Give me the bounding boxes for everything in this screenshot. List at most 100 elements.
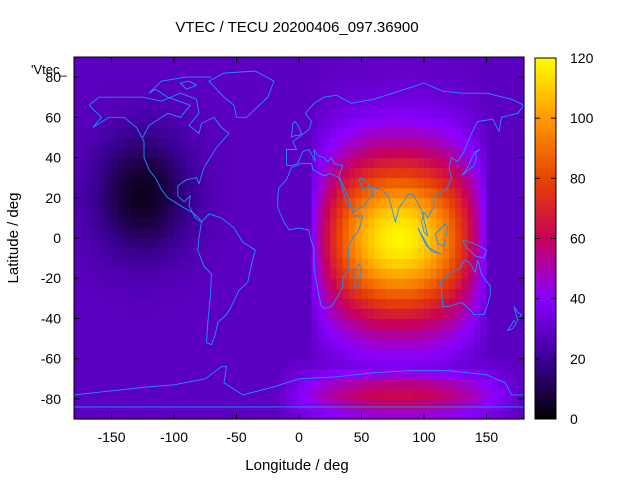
- heatmap-cell: [105, 157, 113, 169]
- heatmap-cell: [442, 258, 450, 269]
- heatmap-cell: [380, 368, 388, 380]
- heatmap-cell: [449, 57, 456, 68]
- heatmap-cell: [449, 268, 456, 279]
- heatmap-cell: [74, 67, 81, 78]
- heatmap-cell: [461, 217, 469, 229]
- heatmap-cell: [299, 97, 306, 108]
- heatmap-cell: [161, 298, 169, 309]
- heatmap-cell: [205, 87, 213, 98]
- heatmap-cell: [124, 308, 131, 320]
- heatmap-cell: [261, 97, 269, 108]
- heatmap-cell: [199, 348, 206, 360]
- heatmap-cell: [230, 298, 238, 309]
- heatmap-cell: [492, 338, 500, 350]
- heatmap-cell: [136, 117, 144, 128]
- heatmap-cell: [199, 238, 206, 249]
- heatmap-cell: [280, 288, 288, 299]
- heatmap-cell: [86, 187, 94, 199]
- heatmap-cell: [155, 217, 163, 229]
- heatmap-cell: [449, 137, 456, 149]
- heatmap-cell: [311, 368, 319, 380]
- heatmap-cell: [355, 268, 363, 279]
- heatmap-cell: [136, 67, 144, 78]
- heatmap-cell: [174, 268, 181, 279]
- heatmap-cell: [92, 167, 100, 179]
- heatmap-cell: [99, 328, 106, 340]
- heatmap-cell: [499, 97, 506, 108]
- heatmap-cell: [467, 398, 475, 410]
- heatmap-cell: [505, 378, 513, 390]
- heatmap-cell: [161, 388, 169, 400]
- heatmap-cell: [449, 388, 456, 400]
- heatmap-cell: [242, 157, 250, 169]
- heatmap-cell: [80, 338, 88, 350]
- heatmap-cell: [311, 338, 319, 350]
- heatmap-cell: [174, 127, 181, 139]
- heatmap-cell: [99, 77, 106, 88]
- heatmap-cell: [480, 167, 488, 179]
- heatmap-cell: [242, 127, 250, 139]
- heatmap-cell: [436, 107, 444, 118]
- heatmap-cell: [474, 308, 481, 320]
- heatmap-cell: [499, 298, 506, 309]
- heatmap-cell: [180, 278, 188, 289]
- heatmap-cell: [86, 157, 94, 169]
- heatmap-cell: [280, 248, 288, 259]
- heatmap-cell: [117, 67, 125, 78]
- heatmap-cell: [336, 177, 344, 189]
- heatmap-cell: [242, 217, 250, 229]
- heatmap-cell: [499, 107, 506, 118]
- heatmap-cell: [424, 308, 431, 320]
- coastline: [417, 227, 442, 255]
- heatmap-cell: [86, 167, 94, 179]
- heatmap-cell: [205, 238, 213, 249]
- coastline: [461, 149, 481, 177]
- heatmap-cell: [142, 248, 150, 259]
- heatmap-cell: [392, 177, 400, 189]
- heatmap-cell: [399, 268, 406, 279]
- heatmap-cell: [461, 197, 469, 209]
- heatmap-cell: [311, 167, 319, 179]
- heatmap-cell: [124, 77, 131, 88]
- heatmap-cell: [299, 157, 306, 169]
- heatmap-cell: [455, 127, 463, 139]
- heatmap-cell: [517, 248, 525, 259]
- heatmap-cell: [336, 87, 344, 98]
- heatmap-cell: [280, 258, 288, 269]
- heatmap-cell: [217, 378, 225, 390]
- heatmap-cell: [217, 278, 225, 289]
- heatmap-cell: [124, 207, 131, 219]
- heatmap-cell: [286, 318, 294, 330]
- coastline: [291, 120, 303, 138]
- heatmap-cell: [480, 197, 488, 209]
- heatmap-cell: [436, 127, 444, 139]
- heatmap-cell: [124, 258, 131, 269]
- heatmap-cell: [417, 127, 425, 139]
- heatmap-cell: [192, 57, 200, 68]
- heatmap-cell: [317, 238, 325, 249]
- heatmap-cell: [324, 308, 331, 320]
- heatmap-cell: [411, 338, 419, 350]
- heatmap-cell: [461, 308, 469, 320]
- heatmap-cell: [461, 398, 469, 410]
- heatmap-cell: [174, 308, 181, 320]
- heatmap-cell: [299, 177, 306, 189]
- heatmap-cell: [99, 338, 106, 350]
- heatmap-cell: [292, 268, 300, 279]
- heatmap-cell: [499, 398, 506, 410]
- heatmap-cell: [467, 217, 475, 229]
- heatmap-cell: [449, 147, 456, 159]
- heatmap-cell: [86, 238, 94, 249]
- heatmap-cell: [124, 278, 131, 289]
- heatmap-cell: [249, 87, 256, 98]
- heatmap-cell: [236, 227, 244, 239]
- heatmap-cell: [449, 227, 456, 239]
- heatmap-cell: [299, 348, 306, 360]
- heatmap-cell: [267, 157, 275, 169]
- heatmap-cell: [105, 87, 113, 98]
- heatmap-cell: [299, 388, 306, 400]
- heatmap-cell: [411, 77, 419, 88]
- heatmap-cell: [149, 57, 156, 68]
- heatmap-cell: [242, 137, 250, 149]
- heatmap-cell: [480, 398, 488, 410]
